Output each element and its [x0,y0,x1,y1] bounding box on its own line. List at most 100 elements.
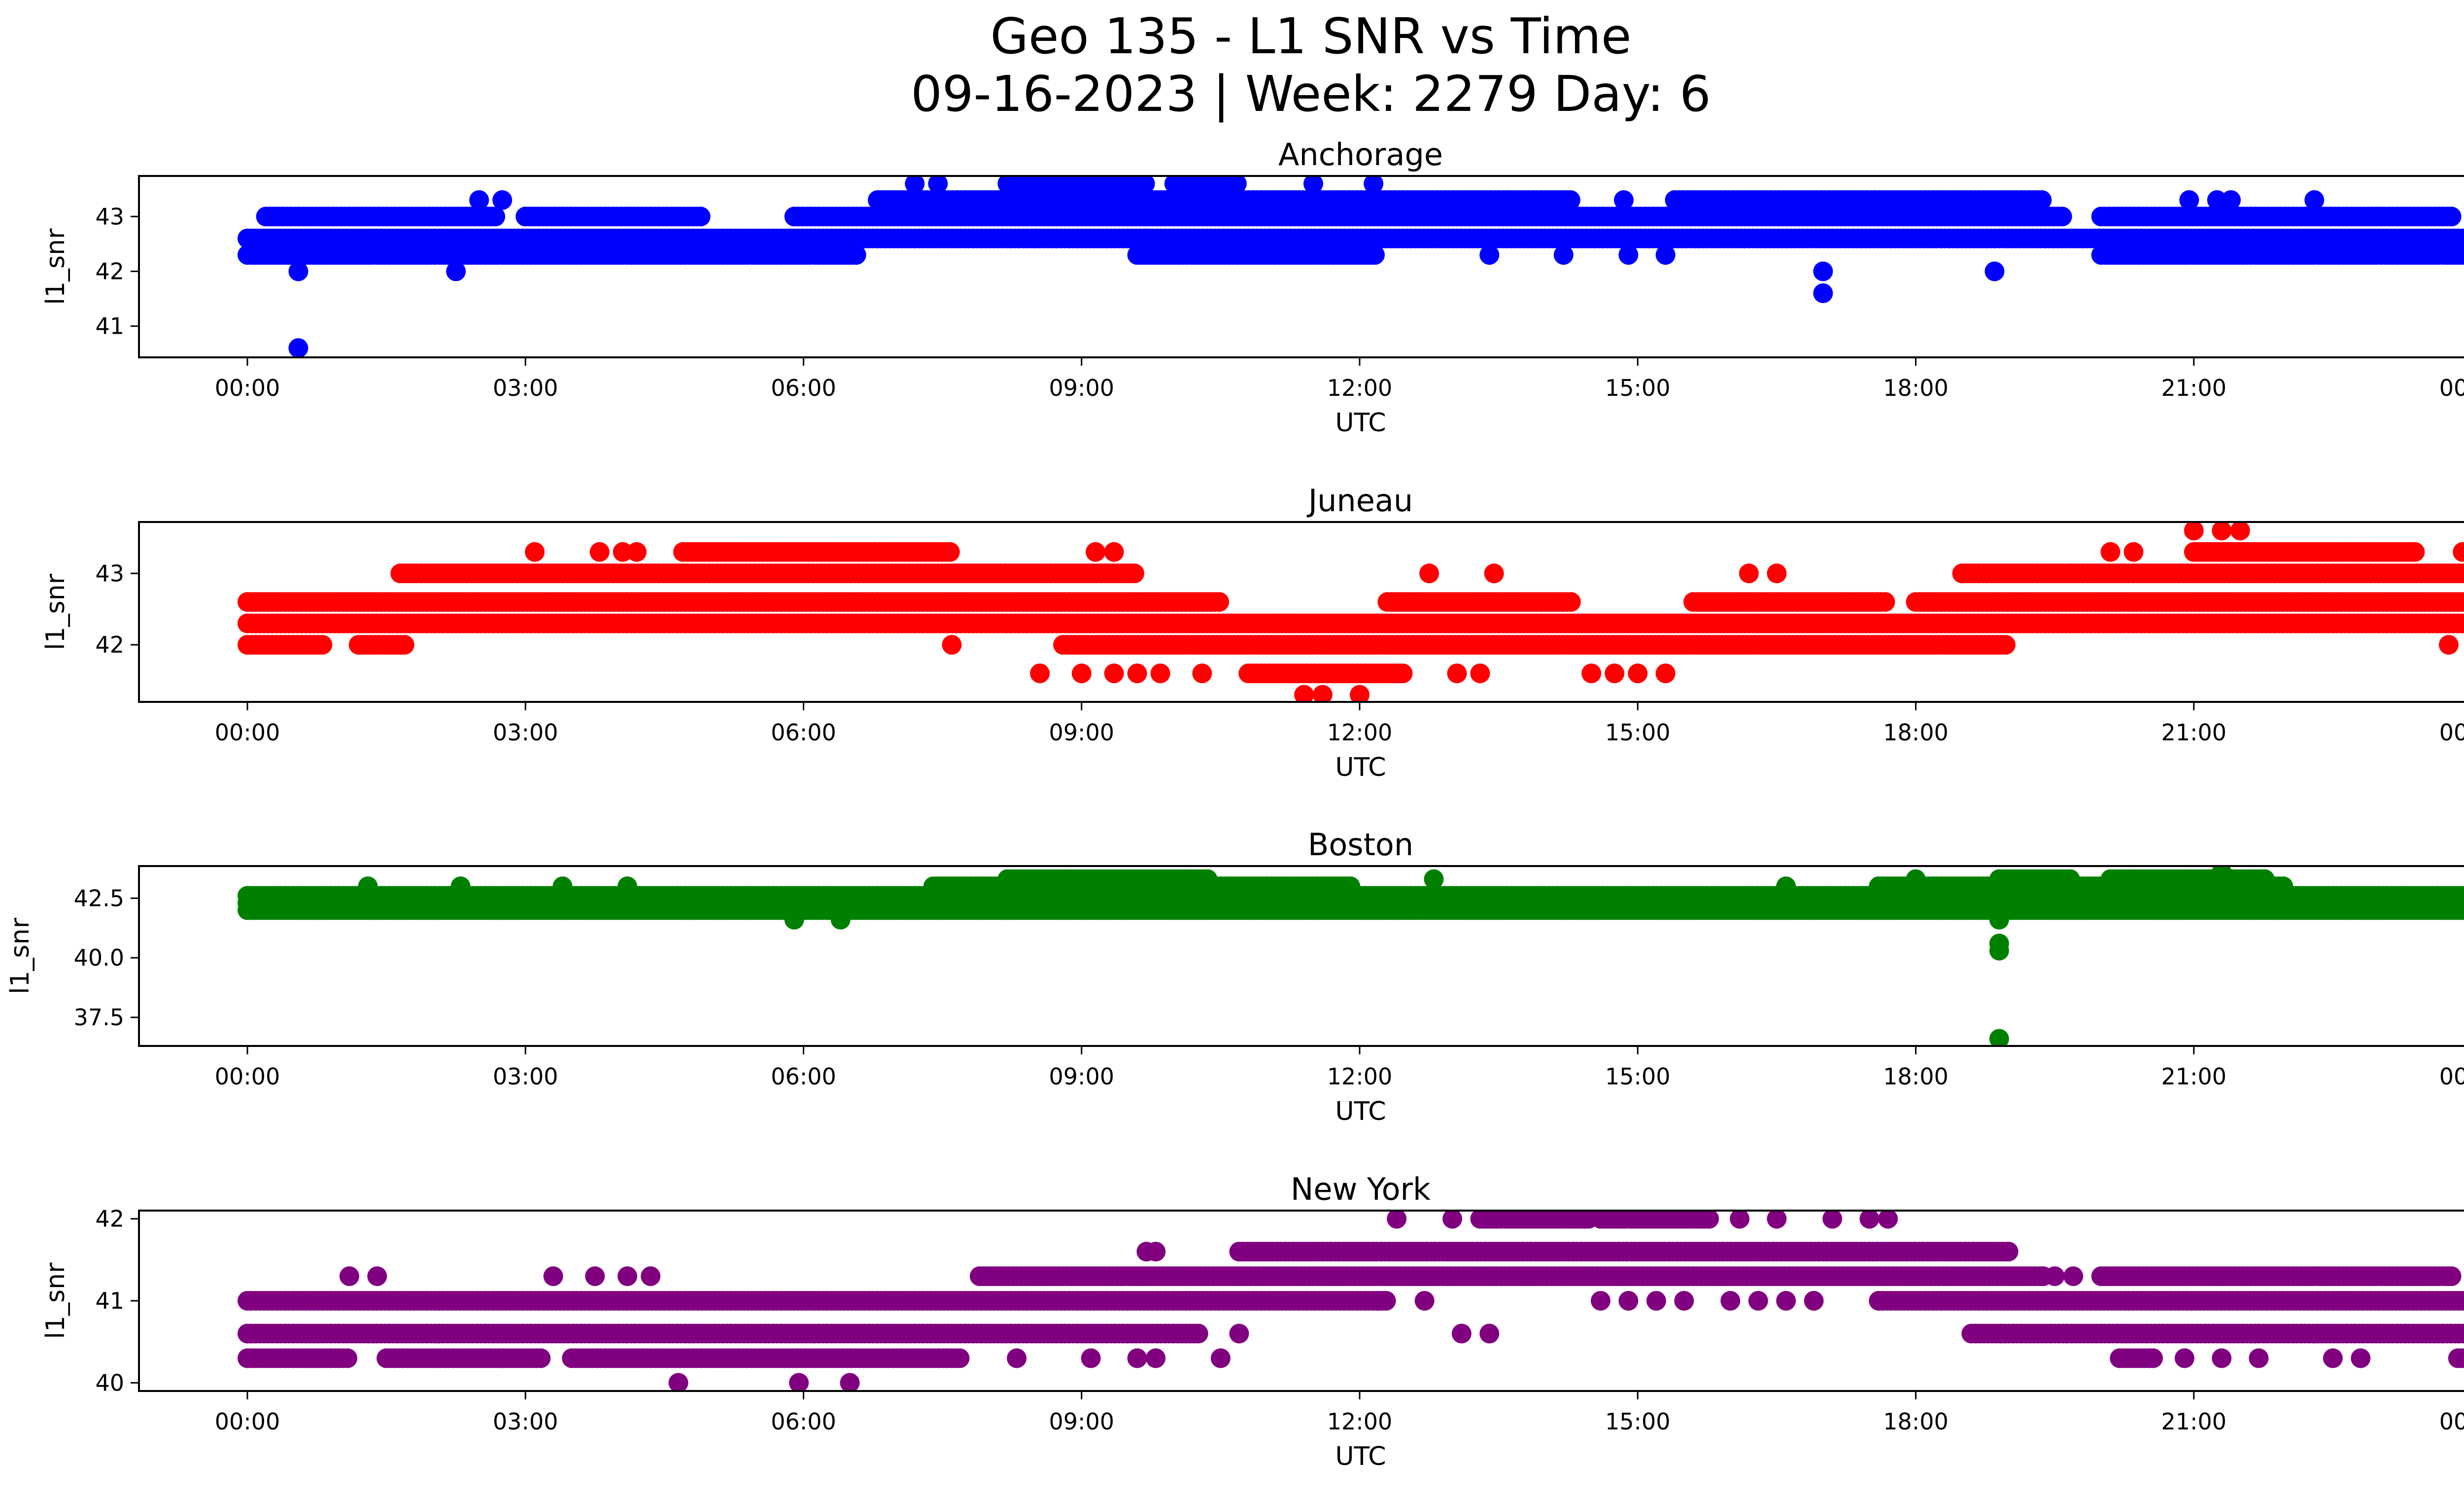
x-tick-label: 03:00 [493,719,558,746]
data-point [1470,663,1490,684]
data-point [1419,563,1439,584]
x-tick-label: 06:00 [771,719,836,746]
data-point [1030,663,1050,684]
y-tick-label: 43 [95,560,124,587]
x-tick-label: 00:00 [2439,719,2464,746]
data-point [525,542,545,562]
x-axis-label: UTC [1335,408,1386,438]
data-point [1618,245,1639,265]
x-tick-label: 21:00 [2161,719,2226,746]
data-point [905,176,925,194]
data-point [2052,207,2072,227]
x-tick-label: 18:00 [1883,719,1949,746]
y-axis-label: l1_snr [41,228,70,305]
x-tick-label: 18:00 [1883,375,1949,401]
x-tick-label: 09:00 [1049,375,1114,401]
data-point [485,207,506,227]
data-point [446,261,466,281]
x-tick-label: 00:00 [2439,375,2464,401]
data-point [1553,245,1574,265]
data-point [2207,190,2227,210]
y-tick-label: 41 [95,313,124,340]
y-tick-label: 43 [95,203,124,230]
figure-title: Geo 135 - L1 SNR vs Time [991,7,1632,65]
scatter-series [238,522,2464,702]
figure-subtitle: 09-16-2023 | Week: 2279 Day: 6 [911,65,1711,123]
data-point [2179,190,2199,210]
data-point [2461,616,2464,631]
x-tick-label: 00:00 [215,375,280,401]
data-point [1875,592,1895,612]
data-point [312,635,333,655]
data-point [1294,685,1314,702]
y-tick-label: 42 [95,258,124,284]
data-point [1350,685,1369,702]
data-point [288,261,308,281]
data-point [2453,542,2464,562]
data-point [2100,542,2121,562]
x-tick-label: 06:00 [771,375,836,401]
data-point [1561,592,1581,612]
data-point [1364,176,1384,194]
data-point [1086,542,1105,562]
data-point [2405,542,2425,562]
data-point [1560,190,1580,210]
data-point [1813,283,1833,303]
data-point [1150,663,1170,684]
data-point [2458,246,2464,264]
data-point [1136,228,1157,248]
data-point [1227,176,1247,194]
data-point [1104,542,1124,562]
data-point [492,190,513,210]
y-axis-label: l1_snr [41,573,70,650]
data-point [2230,522,2250,541]
data-point [1125,563,1144,584]
data-point [1104,663,1124,684]
data-point [1614,190,1634,210]
y-tick-label: 42 [95,631,124,658]
data-point [1135,176,1155,194]
data-point [2461,594,2464,610]
data-point [1628,663,1648,684]
panel-title: Juneau [1306,483,1413,519]
x-tick-label: 15:00 [1605,719,1671,746]
data-point [1581,663,1602,684]
data-point [2184,522,2204,541]
data-point [1767,563,1787,584]
data-point [2461,566,2464,581]
data-point [2221,190,2241,210]
data-point [1303,176,1323,194]
data-point [1447,663,1467,684]
x-tick-label: 12:00 [1327,375,1393,401]
x-tick-label: 03:00 [493,375,558,401]
panel-title: Boston [1308,827,1413,863]
data-point [2032,190,2052,210]
data-point [589,542,610,562]
x-tick-label: 09:00 [1049,719,1114,746]
data-point [1127,663,1147,684]
data-point [1995,635,2016,655]
x-tick-label: 21:00 [2161,375,2226,401]
data-point [2457,564,2464,583]
data-point [1739,563,1759,584]
data-point [1605,663,1625,684]
data-point [942,635,962,655]
data-point [1655,663,1676,684]
data-point [2439,635,2459,655]
data-point [1025,228,1045,248]
data-point [1192,663,1212,684]
data-point [394,635,414,655]
data-point [1071,663,1092,684]
data-point [2461,231,2464,246]
data-point [1209,592,1230,612]
data-point [288,338,308,357]
data-point [1393,663,1413,684]
x-tick-label: 00:00 [215,719,280,746]
data-point [1312,685,1333,702]
plot-frame [138,175,2464,358]
data-point [846,245,866,265]
